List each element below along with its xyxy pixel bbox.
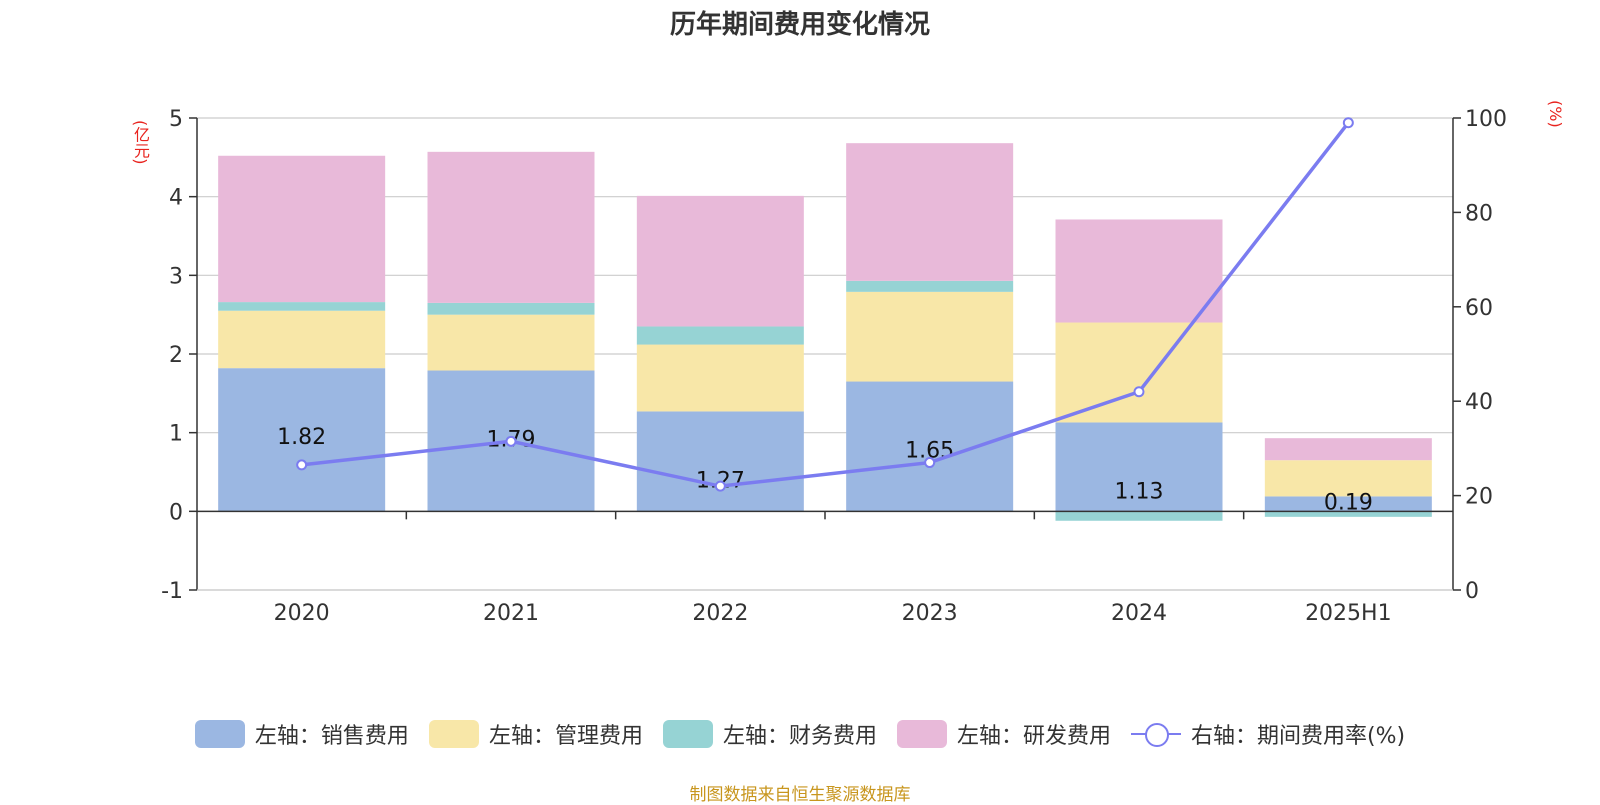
- category-label: 2024: [1111, 601, 1167, 626]
- bar-segment: [1264, 460, 1432, 497]
- bar-segment: [636, 411, 804, 512]
- data-source-note: 制图数据来自恒生聚源数据库: [689, 785, 911, 805]
- right-axis-tick-label: 60: [1465, 296, 1493, 321]
- legend-item-expense-rate[interactable]: 右轴：期间费用率(%): [1130, 718, 1406, 750]
- bar-segment: [427, 314, 595, 371]
- bar-segment: [1055, 322, 1223, 423]
- bar-segment: [1264, 511, 1432, 517]
- legend-swatch-admin: [428, 720, 479, 748]
- left-axis-tick-label: 4: [169, 186, 183, 211]
- bar-segment: [1264, 438, 1432, 461]
- left-axis-tick-label: 1: [169, 422, 183, 447]
- chart-legend: 左轴：销售费用 左轴：管理费用 左轴：财务费用 左轴：研发费用 右轴：期间费用率…: [0, 718, 1600, 750]
- data-label: 0.19: [1324, 490, 1373, 515]
- expense-rate-line: [301, 121, 1350, 488]
- bar-segment: [636, 195, 804, 327]
- legend-label-expense-rate: 右轴：期间费用率(%): [1190, 724, 1406, 749]
- legend-swatch-finance: [662, 720, 713, 748]
- category-label: 2021: [483, 601, 539, 626]
- bar-segment: [846, 291, 1014, 382]
- legend-item-rnd[interactable]: 左轴：研发费用: [896, 718, 1111, 750]
- legend-label-sales: 左轴：销售费用: [254, 724, 409, 749]
- expense-rate-point: [1133, 386, 1145, 398]
- right-axis-tick-label: 100: [1465, 107, 1507, 132]
- category-label: 2020: [274, 601, 330, 626]
- right-axis-tick-label: 0: [1465, 579, 1479, 604]
- legend-swatch-sales: [194, 720, 245, 748]
- expense-rate-point: [296, 459, 308, 471]
- bar-segment: [218, 302, 386, 311]
- bar-segment: [846, 143, 1014, 281]
- category-label: 2025H1: [1305, 601, 1392, 626]
- expense-rate-point: [714, 480, 726, 492]
- right-axis-tick-label: 40: [1465, 390, 1493, 415]
- category-label: 2023: [902, 601, 958, 626]
- chart-title: 历年期间费用变化情况: [669, 10, 930, 40]
- legend-line-icon: [1130, 720, 1181, 748]
- category-label: 2022: [692, 601, 748, 626]
- right-axis-tick-label: 20: [1465, 485, 1493, 510]
- left-axis-tick-label: 5: [169, 107, 183, 132]
- bar-segment: [1264, 496, 1432, 512]
- bar-segment: [636, 344, 804, 412]
- legend-label-admin: 左轴：管理费用: [488, 724, 643, 749]
- bar-segment: [218, 310, 386, 369]
- bar-segment: [218, 368, 386, 512]
- left-axis-tick-label: -1: [161, 579, 183, 604]
- bar-segment: [1055, 219, 1223, 323]
- right-axis-unit: (%): [1546, 100, 1565, 128]
- bar-segment: [427, 151, 595, 303]
- legend-label-rnd: 左轴：研发费用: [956, 724, 1111, 749]
- expense-rate-point: [505, 435, 517, 447]
- right-axis-tick-label: 80: [1465, 201, 1493, 226]
- bar-segment: [427, 302, 595, 315]
- bar-segment: [1055, 422, 1223, 512]
- legend-label-finance: 左轴：财务费用: [722, 724, 877, 749]
- data-label: 1.82: [277, 425, 326, 450]
- bar-segment: [1055, 511, 1223, 521]
- legend-item-admin[interactable]: 左轴：管理费用: [428, 718, 643, 750]
- legend-item-finance[interactable]: 左轴：财务费用: [662, 718, 877, 750]
- bar-segment: [846, 280, 1014, 292]
- legend-item-sales[interactable]: 左轴：销售费用: [194, 718, 409, 750]
- bar-segment: [636, 326, 804, 345]
- bar-segment: [846, 381, 1014, 512]
- left-axis-tick-label: 0: [169, 500, 183, 525]
- data-label: 1.13: [1115, 479, 1164, 504]
- left-axis-unit: (亿元): [131, 120, 150, 165]
- chart-plot: 5 4 3 2 1 0 -1 100 80 60 40 20 0 2020 2021 2022 2023 2024…: [161, 107, 1507, 626]
- left-axis-tick-label: 2: [169, 343, 183, 368]
- expense-rate-point: [924, 457, 936, 469]
- legend-swatch-rnd: [896, 720, 947, 748]
- left-axis-tick-label: 3: [169, 264, 183, 289]
- expense-rate-point: [1342, 117, 1354, 129]
- bar-segment: [218, 155, 386, 303]
